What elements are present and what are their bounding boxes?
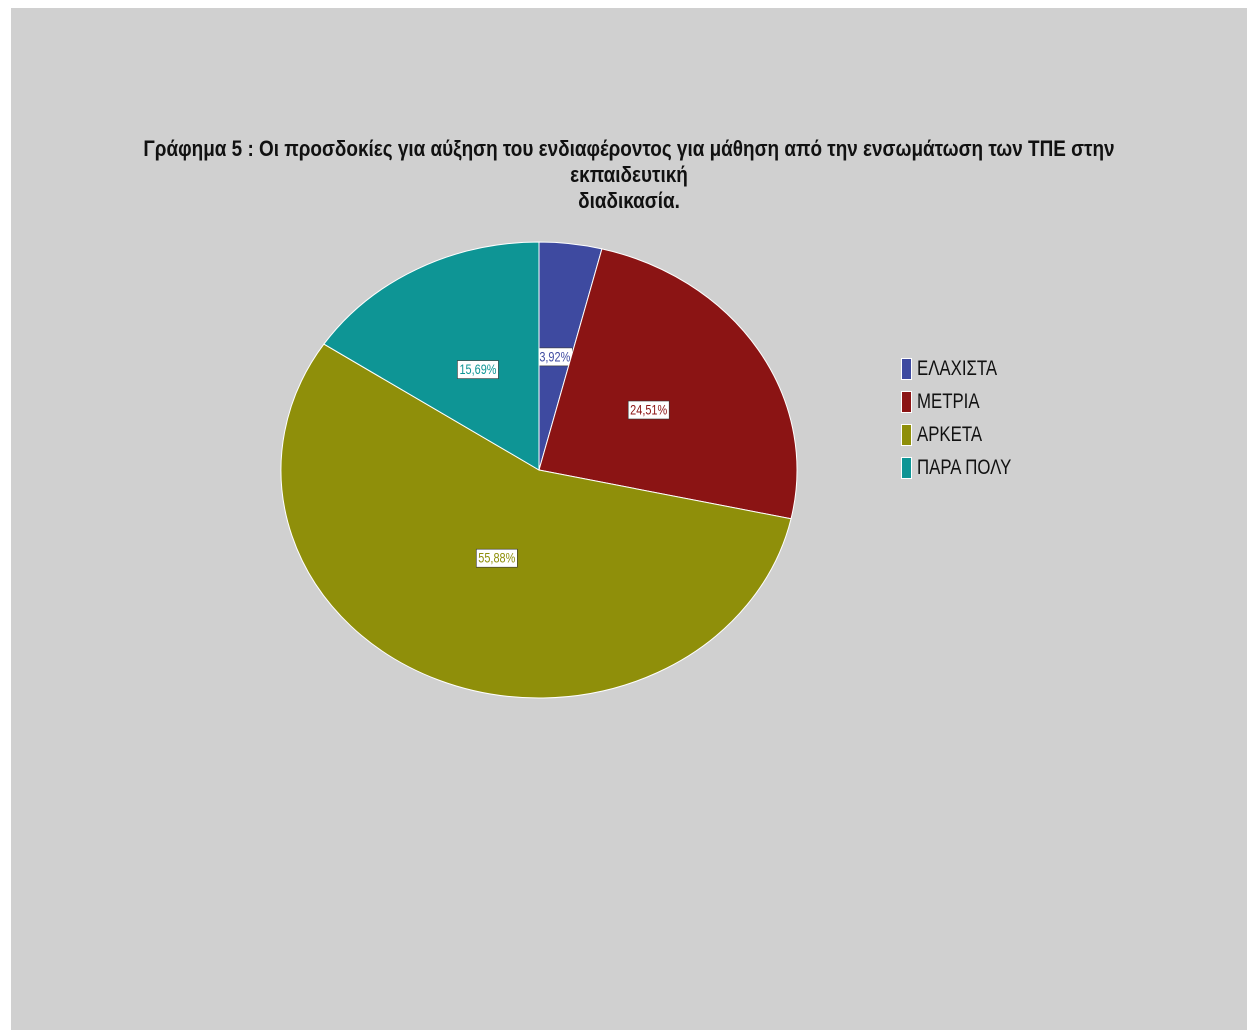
data-label-metria: 24,51% xyxy=(627,400,670,420)
chart-title-line-2: διαδικασία. xyxy=(578,188,680,213)
pie-chart: 3,92% 24,51% 55,88% 15,69% xyxy=(280,241,798,699)
data-label-para-poly: 15,69% xyxy=(457,360,499,379)
legend-swatch-para-poly xyxy=(901,456,912,479)
chart-title-line-1: Γράφημα 5 : Οι προσδοκίες για αύξηση του… xyxy=(143,136,1115,187)
data-label-text-para-poly: 15,69% xyxy=(459,362,496,378)
data-label-box-para-poly xyxy=(457,360,499,379)
data-label-text-elaxista: 3,92% xyxy=(539,349,570,365)
pie-slice-arketa xyxy=(280,343,792,699)
data-label-elaxista: 3,92% xyxy=(537,347,573,367)
data-label-box-arketa xyxy=(475,548,518,568)
pie-slice-metria xyxy=(538,248,798,520)
legend-swatch-arketa xyxy=(901,423,912,446)
data-label-text-metria: 24,51% xyxy=(630,402,667,418)
chart-title: Γράφημα 5 : Οι προσδοκίες για αύξηση του… xyxy=(98,136,1161,214)
pie-slice-para-poly xyxy=(323,241,540,471)
legend-item-elaxista: ΕΛΑΧΙΣΤΑ xyxy=(901,352,1101,385)
legend-item-arketa: ΑΡΚΕΤΑ xyxy=(901,418,1101,451)
chart-area: Γράφημα 5 : Οι προσδοκίες για αύξηση του… xyxy=(11,8,1247,1030)
legend-swatch-elaxista xyxy=(901,357,912,380)
legend-label-elaxista: ΕΛΑΧΙΣΤΑ xyxy=(917,356,998,380)
legend-label-metria: ΜΕΤΡΙΑ xyxy=(917,389,980,413)
data-label-arketa: 55,88% xyxy=(475,548,518,568)
legend: ΕΛΑΧΙΣΤΑ ΜΕΤΡΙΑ ΑΡΚΕΤΑ ΠΑΡΑ ΠΟΛΥ xyxy=(901,352,1101,484)
legend-label-para-poly: ΠΑΡΑ ΠΟΛΥ xyxy=(917,455,1012,479)
data-label-text-arketa: 55,88% xyxy=(478,550,515,566)
legend-item-para-poly: ΠΑΡΑ ΠΟΛΥ xyxy=(901,451,1101,484)
legend-item-metria: ΜΕΤΡΙΑ xyxy=(901,385,1101,418)
legend-swatch-metria xyxy=(901,390,912,413)
legend-label-arketa: ΑΡΚΕΤΑ xyxy=(917,422,983,446)
data-label-box-metria xyxy=(627,400,670,420)
